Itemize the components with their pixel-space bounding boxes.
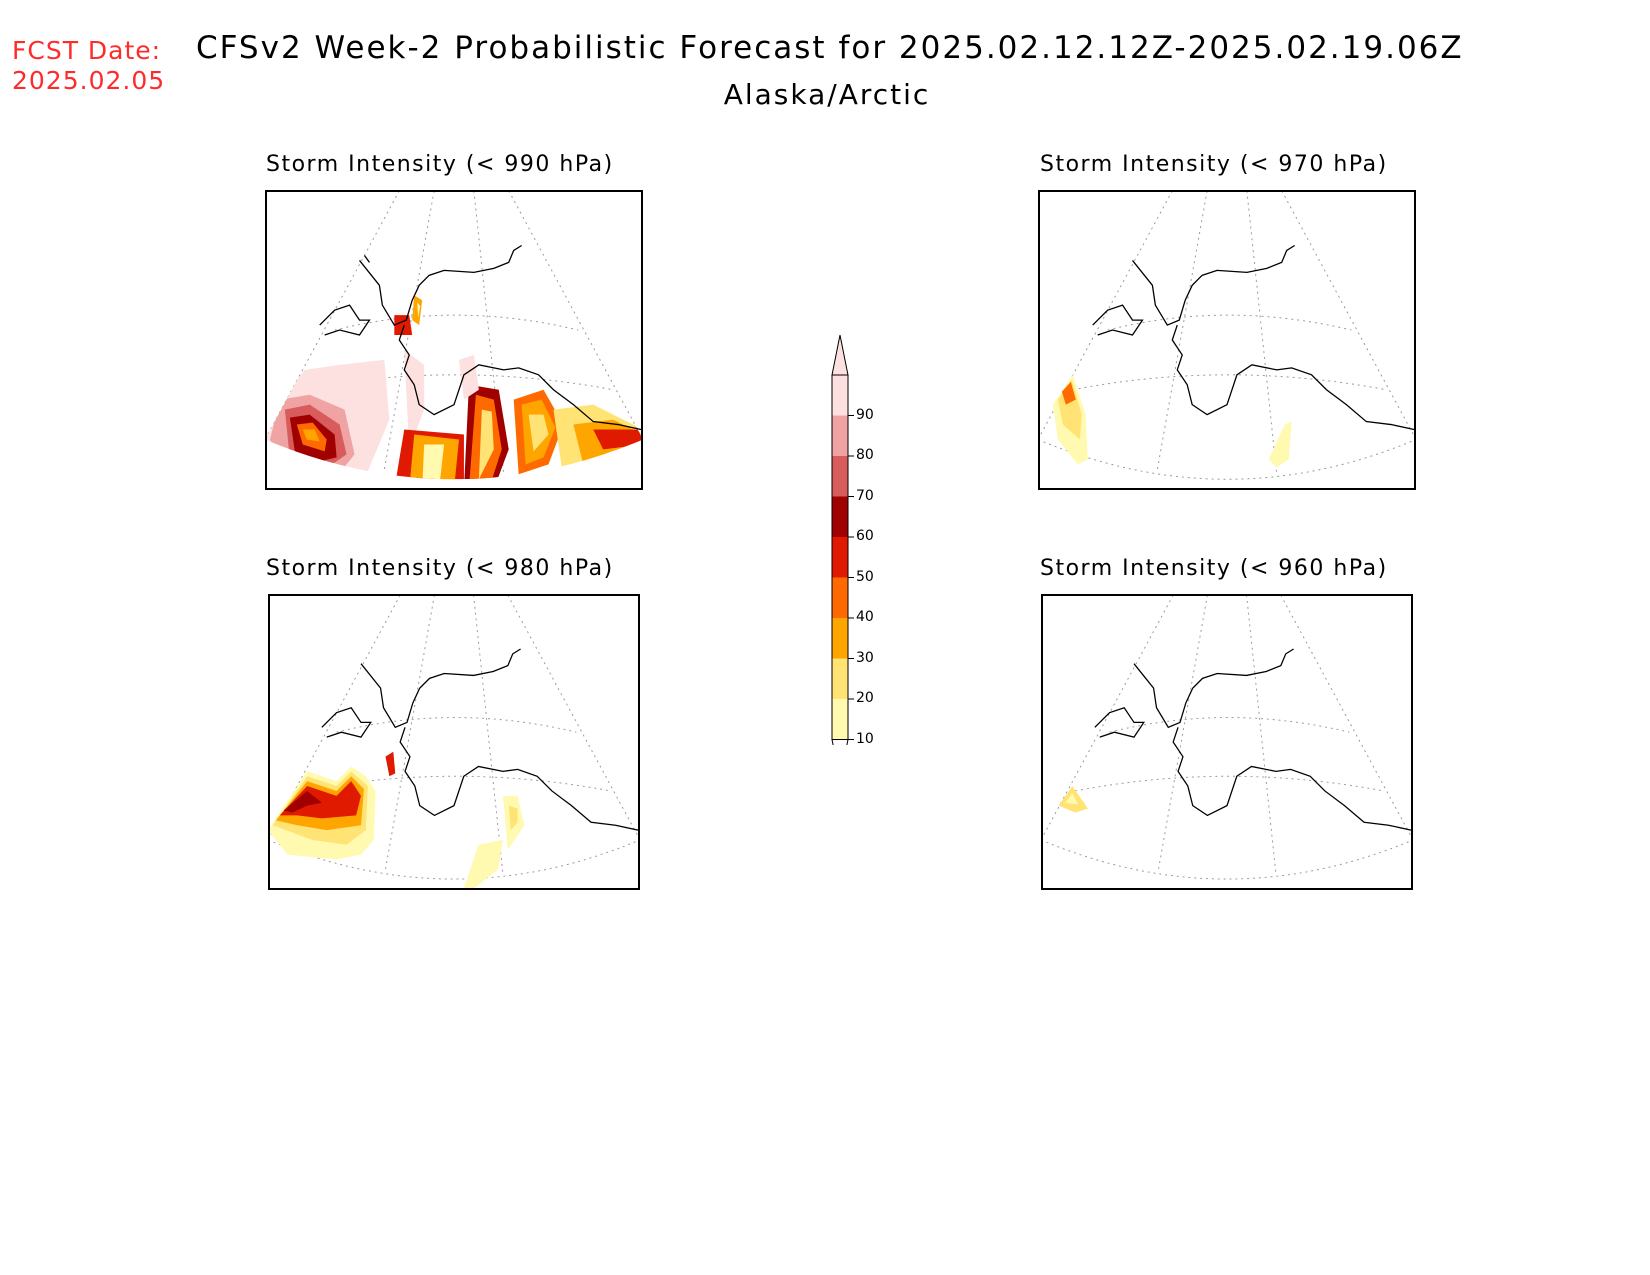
coastline-990: [319, 244, 642, 431]
colorbar-swatch: [832, 415, 848, 456]
map-990-svg: [265, 190, 643, 480]
colorbar-swatch: [832, 658, 848, 699]
colorbar-border: [831, 374, 849, 740]
colorbar-label: 10: [856, 730, 874, 747]
colorbar-label: 30: [856, 649, 874, 666]
map-panel-980: [268, 594, 640, 890]
colorbar-label: 80: [856, 447, 874, 463]
colorbar-top-extension: [831, 334, 849, 376]
map-970-svg: [1038, 190, 1416, 480]
colorbar-swatch: [832, 456, 848, 497]
colorbar-swatch: [832, 699, 848, 740]
panel-title-990: Storm Intensity (< 990 hPa): [266, 152, 614, 177]
colorbar-label: 70: [856, 487, 874, 504]
map-panel-960: [1041, 594, 1413, 890]
map-panel-970: [1038, 190, 1416, 490]
coastline-960: [1094, 648, 1412, 831]
coastline-970: [1092, 244, 1415, 431]
probability-shading-970: [1052, 374, 1292, 468]
probability-shading-960: [1058, 786, 1088, 813]
map-960-svg: [1041, 594, 1413, 880]
colorbar-swatch: [832, 577, 848, 618]
colorbar-swatch: [832, 496, 848, 537]
colorbar-bottom-extension: [831, 739, 849, 780]
panel-title-970: Storm Intensity (< 970 hPa): [1040, 152, 1388, 177]
page-title: CFSv2 Week-2 Probabilistic Forecast for …: [196, 30, 1464, 66]
colorbar-label: 90: [856, 406, 874, 423]
colorbar: 10 20 30 40 50 60 70 80 90: [820, 334, 880, 780]
colorbar-label: 60: [856, 528, 874, 544]
probability-shading-980: [268, 751, 525, 889]
map-980-svg: [268, 594, 640, 889]
colorbar-swatch: [832, 375, 848, 416]
forecast-date-value: 2025.02.05: [12, 66, 166, 95]
map-panel-990: [265, 190, 643, 490]
colorbar-swatch: [832, 537, 848, 578]
colorbar-label: 40: [856, 609, 874, 625]
colorbar-swatch: [832, 618, 848, 659]
colorbar-label: 20: [856, 690, 874, 706]
forecast-date-label: FCST Date:: [12, 36, 162, 65]
colorbar-label: 50: [856, 568, 874, 585]
forecast-date: FCST Date: 2025.02.05: [12, 36, 165, 96]
probability-shading-990: [265, 295, 643, 480]
panel-title-980: Storm Intensity (< 980 hPa): [266, 556, 614, 581]
panel-title-960: Storm Intensity (< 960 hPa): [1040, 556, 1388, 581]
coastline-980: [321, 648, 639, 831]
region-subtitle: Alaska/Arctic: [723, 78, 931, 111]
colorbar-svg: [831, 334, 854, 780]
